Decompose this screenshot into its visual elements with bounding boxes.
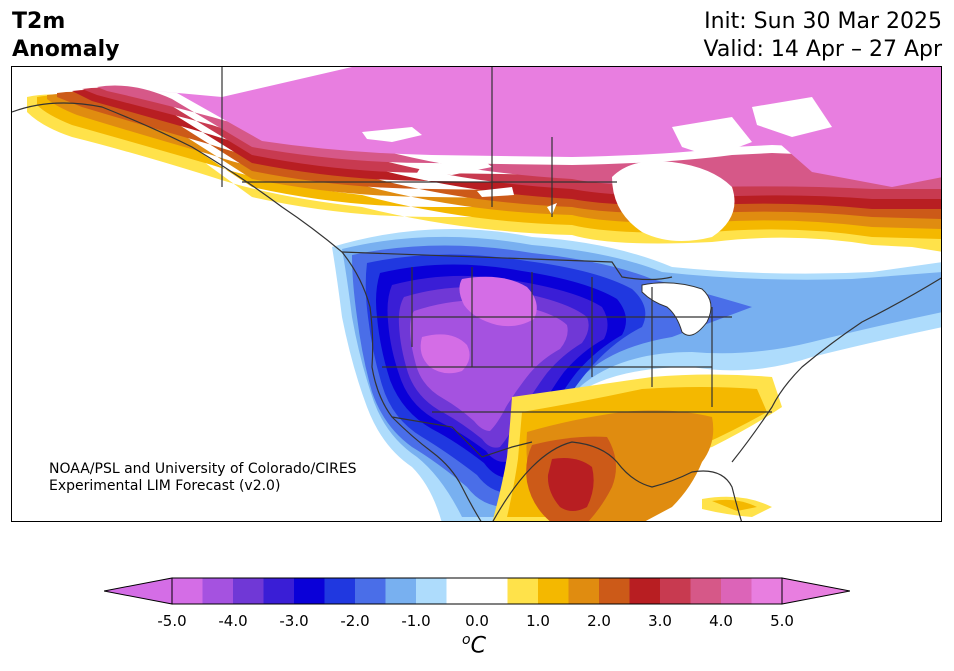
title-line-variable: T2m xyxy=(12,9,66,34)
colorbar-tick-label: 1.0 xyxy=(526,612,550,630)
colorbar-extend-high xyxy=(781,577,850,605)
colorbar-swatch xyxy=(233,578,264,604)
colorbar-tick-label: 2.0 xyxy=(587,612,611,630)
arctic-island-2 xyxy=(417,159,492,175)
colorbar-swatch xyxy=(385,578,417,604)
colorbar-swatch xyxy=(416,578,447,604)
south-warm-red xyxy=(547,458,594,511)
colorbar-swatch xyxy=(294,578,325,604)
colorbar-swatch xyxy=(507,578,539,604)
hudson-bay xyxy=(612,161,735,241)
arctic-island-1 xyxy=(362,127,422,142)
credit-line-1: NOAA/PSL and University of Colorado/CIRE… xyxy=(49,461,357,477)
colorbar-swatch xyxy=(538,578,569,604)
colorbar-tick-label: -4.0 xyxy=(218,612,248,630)
colorbar-outline xyxy=(171,577,783,605)
colorbar-extend-low xyxy=(104,577,173,605)
colorbar-swatch xyxy=(629,578,661,604)
arctic-warm-region xyxy=(362,67,941,187)
colorbar-tick-label: -3.0 xyxy=(279,612,309,630)
colorbar-swatch xyxy=(690,578,722,604)
colorbar-swatch xyxy=(355,578,386,604)
colorbar-tick-label: 3.0 xyxy=(648,612,672,630)
credit-text: NOAA/PSL and University of Colorado/CIRE… xyxy=(49,461,357,495)
colorbar-swatch xyxy=(263,578,295,604)
colorbar-swatch xyxy=(446,578,478,604)
arctic-island-6 xyxy=(672,117,752,157)
valid-date: Valid: 14 Apr – 27 Apr xyxy=(703,37,943,62)
unit-letter: C xyxy=(470,633,486,659)
colorbar-swatch xyxy=(751,578,783,604)
coastlines xyxy=(12,67,941,521)
colorbar-unit: oC xyxy=(462,632,486,658)
colorbar xyxy=(104,577,850,605)
cold-contour-10 xyxy=(420,334,470,374)
colorbar-swatch xyxy=(202,578,234,604)
init-date: Init: Sun 30 Mar 2025 xyxy=(704,9,942,34)
credit-line-2: Experimental LIM Forecast (v2.0) xyxy=(49,478,281,494)
great-lakes xyxy=(641,282,712,336)
cold-contour-9 xyxy=(459,276,537,327)
colorbar-tick-label: 4.0 xyxy=(709,612,733,630)
map-title: T2m Anomaly xyxy=(12,8,119,64)
colorbar-ticks: -5.0 -4.0 -3.0 -2.0 -1.0 0.0 1.0 2.0 3.0 4.0 5.0 xyxy=(0,612,954,632)
colorbar-tick-label: -1.0 xyxy=(401,612,431,630)
unit-degree-symbol: o xyxy=(462,632,471,648)
colorbar-swatch xyxy=(172,578,203,604)
colorbar-tick-label: 0.0 xyxy=(465,612,489,630)
warm-band-pink xyxy=(97,85,941,189)
cuba-warm-inner xyxy=(712,499,757,511)
anomaly-map-canvas xyxy=(12,67,941,521)
colorbar-tick-label: 5.0 xyxy=(770,612,794,630)
colorbar-swatch xyxy=(568,578,600,604)
cold-contour-8 xyxy=(410,300,568,431)
colorbar-swatch xyxy=(660,578,691,604)
colorbar-tick-label: -5.0 xyxy=(157,612,187,630)
colorbar-swatch xyxy=(324,578,356,604)
title-line-anomaly: Anomaly xyxy=(12,37,120,62)
arctic-island-5 xyxy=(752,97,832,137)
colorbar-swatch xyxy=(599,578,630,604)
colorbar-tick-label: -2.0 xyxy=(340,612,370,630)
anomaly-map xyxy=(11,66,942,522)
colorbar-swatch xyxy=(477,578,508,604)
forecast-dates: Init: Sun 30 Mar 2025 Valid: 14 Apr – 27… xyxy=(704,8,943,64)
colorbar-segments xyxy=(172,578,783,604)
arctic-island-3 xyxy=(477,187,514,197)
colorbar-swatch xyxy=(721,578,752,604)
